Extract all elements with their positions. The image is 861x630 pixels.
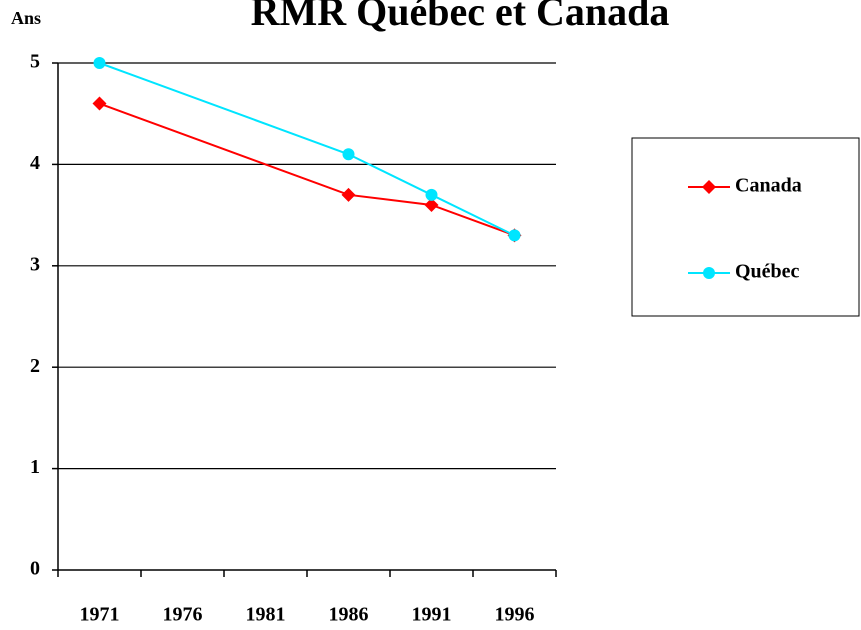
x-tick-label: 1971 — [80, 604, 120, 626]
x-tick-label: 1976 — [163, 604, 203, 626]
x-tick-label: 1991 — [412, 604, 452, 626]
x-tick-label: 1981 — [246, 604, 286, 626]
chart-title: RMR Québec et Canada — [251, 0, 670, 34]
data-point — [508, 229, 521, 242]
legend-marker — [702, 180, 716, 194]
series-line — [99, 102, 515, 237]
data-point — [425, 188, 438, 201]
data-point — [341, 187, 356, 202]
legend-box — [631, 137, 860, 317]
legend-label: Canada — [735, 175, 802, 197]
y-tick-label: 3 — [30, 253, 40, 275]
data-point — [92, 96, 107, 111]
series-line — [99, 62, 515, 237]
x-tick-label: 1996 — [495, 604, 535, 626]
legend-marker — [703, 267, 715, 279]
x-tick-label: 1986 — [329, 604, 369, 626]
y-tick-label: 4 — [30, 152, 40, 174]
y-tick-label: 2 — [30, 355, 40, 377]
y-tick-label: 5 — [30, 51, 40, 73]
y-axis-label: Ans — [11, 8, 41, 28]
y-tick-label: 0 — [30, 558, 40, 580]
legend-label: Québec — [735, 261, 800, 283]
data-point — [93, 57, 106, 69]
y-tick-label: 1 — [30, 456, 40, 478]
data-point — [424, 197, 439, 212]
data-point — [342, 148, 355, 161]
